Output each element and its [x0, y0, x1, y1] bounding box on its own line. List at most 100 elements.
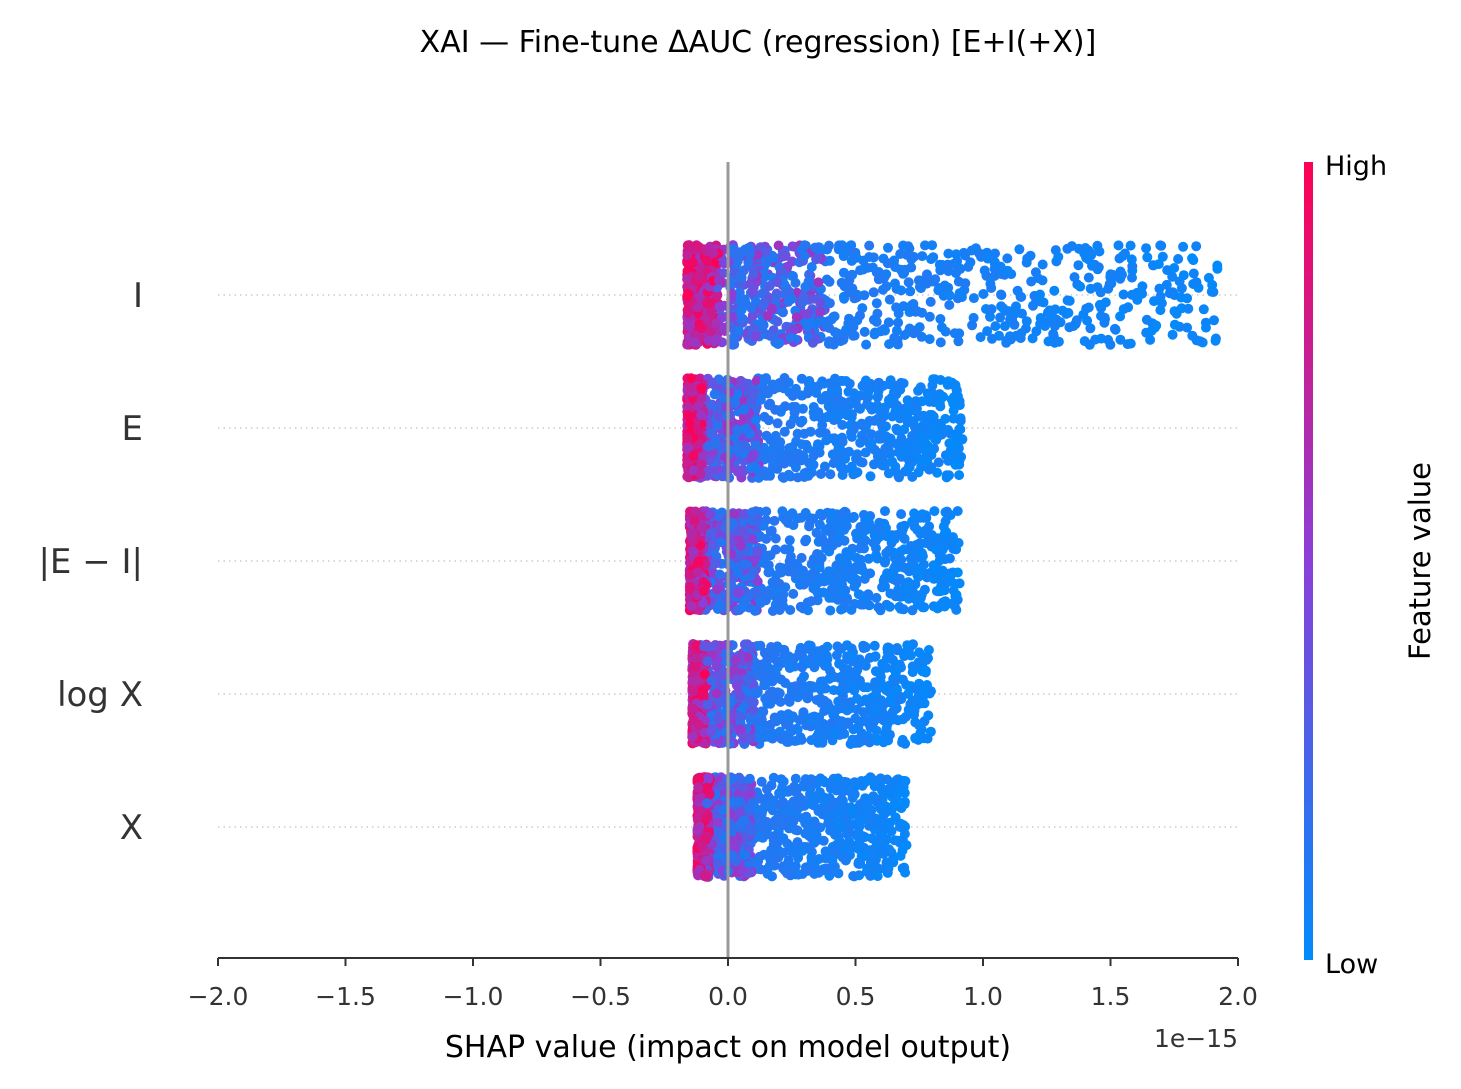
shap-point — [702, 256, 713, 267]
shap-point — [776, 266, 786, 277]
shap-point — [871, 316, 882, 327]
shap-point — [792, 724, 803, 735]
shap-point — [789, 407, 800, 418]
shap-point — [930, 274, 941, 285]
shap-point — [731, 443, 742, 454]
shap-point — [838, 663, 849, 674]
shap-point — [771, 716, 782, 727]
shap-point — [935, 314, 946, 324]
shap-point — [705, 528, 716, 539]
shap-point — [848, 330, 859, 341]
shap-point — [1178, 241, 1189, 252]
shap-point — [898, 604, 909, 615]
shap-point — [1169, 263, 1180, 273]
shap-point — [745, 733, 756, 744]
shap-point — [965, 257, 976, 268]
shap-point — [933, 457, 944, 468]
shap-point — [848, 321, 859, 332]
shap-point — [873, 274, 884, 285]
shap-point — [825, 605, 836, 616]
shap-point — [949, 328, 960, 339]
shap-point — [752, 670, 763, 681]
shap-point — [1183, 303, 1194, 314]
shap-point — [780, 250, 791, 261]
shap-point — [879, 683, 890, 694]
shap-point — [919, 436, 930, 447]
shap-point — [917, 307, 927, 318]
shap-point — [713, 713, 724, 724]
shap-point — [855, 265, 866, 276]
shap-point — [814, 447, 825, 458]
shap-point — [814, 427, 825, 438]
shap-point — [1203, 272, 1214, 283]
shap-point — [823, 394, 834, 405]
shap-point — [968, 293, 979, 304]
shap-point — [770, 430, 781, 441]
shap-point — [686, 601, 697, 612]
shap-point — [900, 264, 911, 275]
shap-point — [821, 435, 832, 446]
shap-point — [856, 419, 867, 430]
shap-point — [836, 643, 847, 654]
shap-point — [788, 271, 798, 282]
shap-point — [777, 595, 788, 606]
shap-point — [894, 413, 905, 424]
shap-point — [922, 269, 932, 280]
shap-point — [739, 559, 750, 570]
shap-point — [896, 554, 907, 565]
shap-point — [885, 433, 896, 444]
shap-point — [924, 521, 935, 532]
shap-point — [798, 684, 809, 694]
shap-point — [900, 738, 911, 749]
shap-point — [712, 290, 723, 300]
shap-point — [1075, 281, 1086, 292]
shap-point — [1145, 334, 1156, 345]
shap-point — [758, 320, 769, 331]
shap-point — [871, 592, 882, 603]
shap-point — [1142, 252, 1153, 263]
shap-point — [791, 312, 802, 323]
shap-point — [912, 568, 923, 579]
shap-point — [761, 678, 772, 689]
shap-point — [1084, 339, 1095, 350]
shap-point — [1123, 302, 1134, 313]
shap-point — [870, 651, 881, 662]
shap-point — [1017, 308, 1027, 319]
shap-point — [750, 463, 761, 474]
shap-point — [864, 240, 875, 251]
shap-point — [696, 383, 707, 394]
shap-point — [817, 737, 828, 748]
shap-point — [852, 704, 863, 715]
shap-point — [780, 678, 791, 688]
shap-point — [915, 538, 925, 548]
shap-point — [784, 286, 795, 297]
shap-point — [806, 262, 817, 272]
shap-point — [1063, 307, 1074, 318]
shap-point — [937, 544, 948, 555]
shap-point — [709, 389, 720, 400]
shap-point — [695, 469, 706, 479]
shap-point — [944, 290, 955, 301]
shap-point — [905, 436, 916, 447]
shap-point — [913, 657, 924, 668]
shap-point — [890, 406, 901, 417]
shap-point — [849, 293, 860, 304]
shap-point — [924, 334, 935, 345]
shap-point — [990, 248, 1000, 259]
shap-point — [747, 310, 758, 321]
shap-point — [1099, 312, 1110, 323]
shap-point — [785, 605, 796, 615]
shap-point — [773, 382, 783, 393]
shap-point — [878, 284, 888, 295]
shap-point — [1049, 321, 1060, 332]
shap-point — [862, 715, 872, 726]
shap-point — [914, 281, 925, 292]
shap-point — [765, 526, 776, 537]
shap-point — [855, 310, 865, 321]
shap-point — [846, 604, 857, 615]
shap-point — [689, 337, 700, 348]
shap-point — [895, 441, 906, 452]
shap-point — [901, 408, 912, 419]
shap-point — [682, 307, 693, 318]
shap-point — [741, 423, 751, 434]
